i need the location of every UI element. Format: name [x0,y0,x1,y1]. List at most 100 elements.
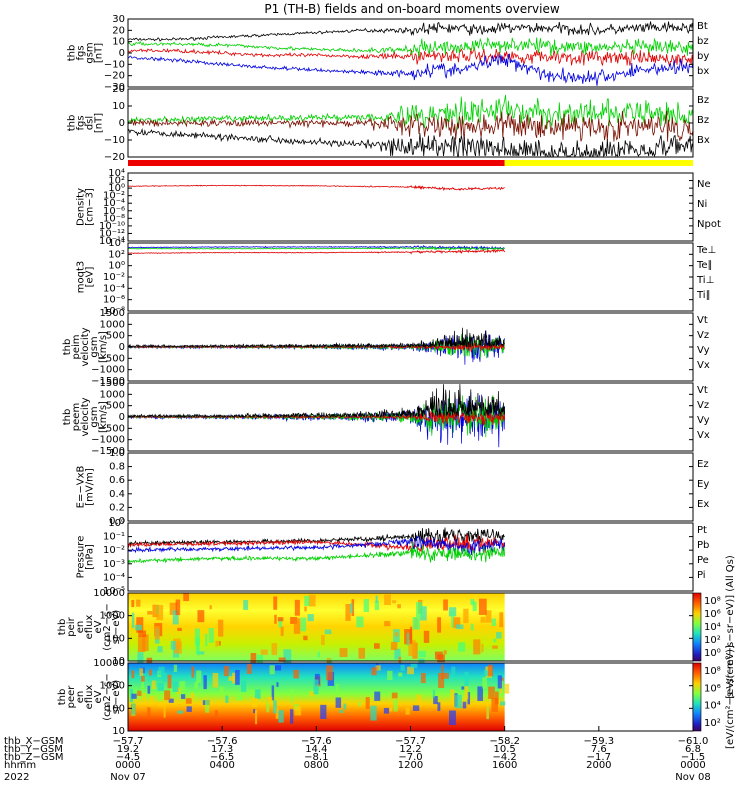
electron-spectrogram-patch [172,681,179,692]
electron-spectrogram-patch [142,692,146,704]
y-tick-label: 10² [108,176,125,187]
ylabel-line: peir [66,616,77,636]
ylabel-line: fgs [76,45,87,60]
ion-spectrogram-patch [390,641,398,650]
x-tick-label: −57.7 [395,736,426,747]
electron-spectrogram-patch [486,704,489,719]
electron-spectrogram-patch [488,664,493,677]
y-tick-label: −10 [104,135,125,146]
ion-spectrogram-patch [350,603,353,614]
electron-spectrogram-patch [407,666,415,675]
y-tick-label: 20 [112,84,125,95]
ylabel-line: sr−eV) [111,610,122,645]
legend-entry: Ex [697,499,709,510]
y-tick-label: 10⁻⁸ [103,306,125,317]
colorbar-label: [eV/(cm²−s−sr−eV)] [725,645,736,749]
ion-spectrogram-patch [397,604,401,609]
ion-spectrogram-patch [418,650,426,658]
series-Tiperp-line [127,244,505,251]
ion-spectrogram-patch [394,632,399,637]
electron-spectrogram-patch [387,670,393,680]
ylabel-line: gsm [89,336,100,357]
x-tick-label: −4.2 [493,752,517,763]
electron-spectrogram-patch [215,710,218,718]
y-tick-label: 10000 [93,658,125,669]
ion-spectrogram-patch [423,630,430,643]
electron-spectrogram-patch [168,688,173,695]
x-tick-label: 2000 [586,760,611,771]
peem-series-3 [127,383,506,419]
ion-spectrogram-patch [131,600,135,608]
colorbar-tick-label: 10⁶ [704,609,721,620]
electron-spectrogram-patch [443,672,449,679]
ion-spectrogram-patch [478,598,487,615]
legend-entry: Ey [697,479,709,490]
electron-spectrogram-patch [433,696,438,705]
series-Bz-line [127,94,694,130]
electron-spectrogram-patch [149,696,154,705]
electron-spectrogram-patch [391,692,398,699]
electron-spectrogram-patch [482,677,488,689]
ion-spectrogram-patch [152,604,159,618]
ylabel-line: Density [76,188,87,226]
date-start-label: Nov 07 [110,772,145,783]
electron-spectrogram-patch [163,705,166,718]
electron-spectrogram-patch [162,672,167,682]
y-tick-label: 10⁻¹⁰ [99,221,125,232]
ion-spectrogram-patch [218,641,221,646]
electron-spectrogram-patch [131,702,136,716]
y-tick-label: 10⁻¹⁴ [99,236,125,247]
electron-spectrogram-patch [314,673,320,685]
y-tick-label: 500 [106,401,125,412]
x-tick-label: 0000 [680,760,705,771]
y-tick-label: 0 [119,48,125,59]
ion-spectrogram-patch [363,599,369,613]
electron-spectrogram-patch [438,672,445,688]
y-tick-label: 10² [108,249,125,260]
ion-spectrogram-patch [406,632,409,646]
electron-spectrogram-patch [336,683,339,699]
electron-spectrogram-patch [191,666,195,678]
electron-spectrogram-patch [383,707,389,714]
ylabel-line: [nT] [94,43,105,63]
ion-spectrogram-patch [154,625,160,640]
electron-spectrogram-patch [437,702,441,712]
ion-spectrogram-patch [156,604,164,621]
electron-spectrogram-patch [370,705,377,721]
electron-spectrogram-patch [275,708,279,719]
ion-spectrogram-patch [384,594,391,605]
ylabel-line: sr−eV) [111,680,122,715]
electron-spectrogram-patch [273,700,277,714]
ion-spectrogram-patch [493,638,497,643]
ylabel-line: eV [93,690,104,703]
y-tick-label: 10⁻² [103,272,125,283]
electron-spectrogram-patch [374,691,381,701]
colorbar-label: [eV/(cm²−s−sr−eV)] (All Qs) [725,555,736,699]
ion-spectrogram-patch [409,626,413,644]
electron-spectrogram-patch [294,706,302,716]
electron-spectrogram-patch [483,670,489,676]
y-tick-label: −500 [98,423,125,434]
ion-spectrogram-patch [135,624,142,631]
legend-entry: Vt [697,315,708,326]
legend-entry: Bz [697,95,709,106]
y-tick-label: 1000 [100,611,125,622]
ion-spectrogram-patch [274,614,277,624]
electron-spectrogram-patch [147,685,151,694]
x-tick-label: 7.6 [591,744,607,755]
y-tick-label: 10⁻⁴ [103,572,125,583]
ion-spectrogram-patch [137,652,144,668]
colorbar-tick-label: 10⁴ [704,701,721,712]
ion-spectrogram-patch [169,602,178,615]
ion-mode-bar [128,160,505,166]
y-tick-label: 0.8 [109,462,125,473]
ion-spectrogram-patch [317,651,320,658]
electron-spectrogram-patch [235,670,240,685]
ylabel-line: velocity [80,397,91,436]
ion-spectrogram-patch [205,633,208,647]
series-Bz-line [127,110,694,142]
y-tick-label: 10⁻⁶ [103,295,125,306]
colorbar-label-text: [eV/(cm²−s−sr−eV)] [725,645,736,749]
y-tick-label: 10 [112,101,125,112]
